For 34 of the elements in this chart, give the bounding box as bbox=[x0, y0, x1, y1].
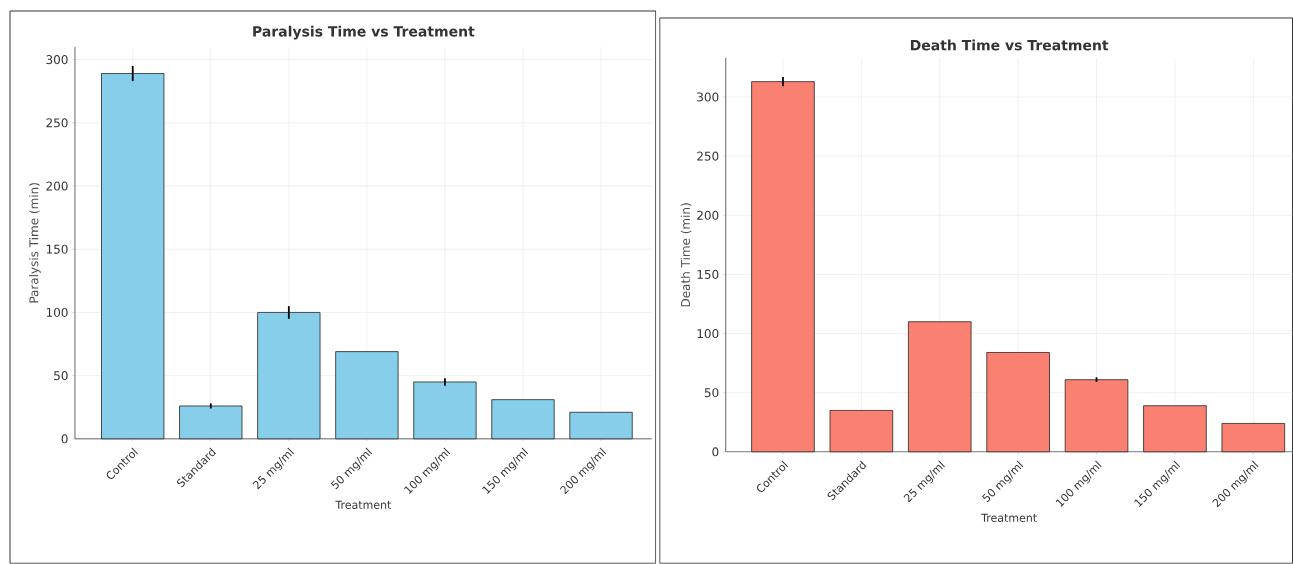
y-axis-title: Death Time (min) bbox=[680, 203, 692, 307]
y-tick-label: 100 bbox=[697, 329, 719, 339]
y-tick-label: 300 bbox=[46, 55, 68, 65]
bar bbox=[1143, 405, 1207, 453]
y-tick-label: 200 bbox=[46, 181, 68, 191]
y-tick-label: 150 bbox=[697, 269, 719, 280]
y-tick-label: 50 bbox=[54, 371, 68, 381]
y-tick-label: 150 bbox=[46, 244, 68, 254]
y-tick-label: 100 bbox=[46, 308, 68, 318]
y-tick-label: 200 bbox=[697, 210, 719, 220]
bar bbox=[413, 381, 477, 440]
y-tick-label: 0 bbox=[712, 447, 719, 457]
y-tick-label: 250 bbox=[46, 118, 68, 128]
chart-title: Paralysis Time vs Treatment bbox=[253, 25, 475, 40]
bar bbox=[907, 321, 972, 453]
bar bbox=[751, 81, 815, 453]
bar bbox=[1064, 379, 1129, 453]
bar bbox=[491, 399, 555, 440]
y-tick-label: 250 bbox=[697, 151, 719, 161]
y-tick-label: 50 bbox=[704, 388, 719, 398]
chart-title: Death Time vs Treatment bbox=[910, 39, 1109, 51]
y-axis-title: Paralysis Time (min) bbox=[29, 183, 41, 303]
bar bbox=[829, 410, 894, 453]
bar bbox=[1221, 423, 1286, 453]
bar bbox=[179, 405, 243, 440]
bar bbox=[986, 352, 1050, 453]
y-tick-label: 300 bbox=[697, 92, 719, 102]
bar bbox=[257, 312, 321, 440]
x-axis-title: Treatment bbox=[335, 500, 392, 510]
x-axis-title: Treatment bbox=[981, 513, 1037, 523]
bar bbox=[569, 411, 633, 440]
bar bbox=[101, 73, 165, 440]
bar bbox=[335, 351, 399, 440]
y-tick-label: 0 bbox=[61, 434, 68, 444]
